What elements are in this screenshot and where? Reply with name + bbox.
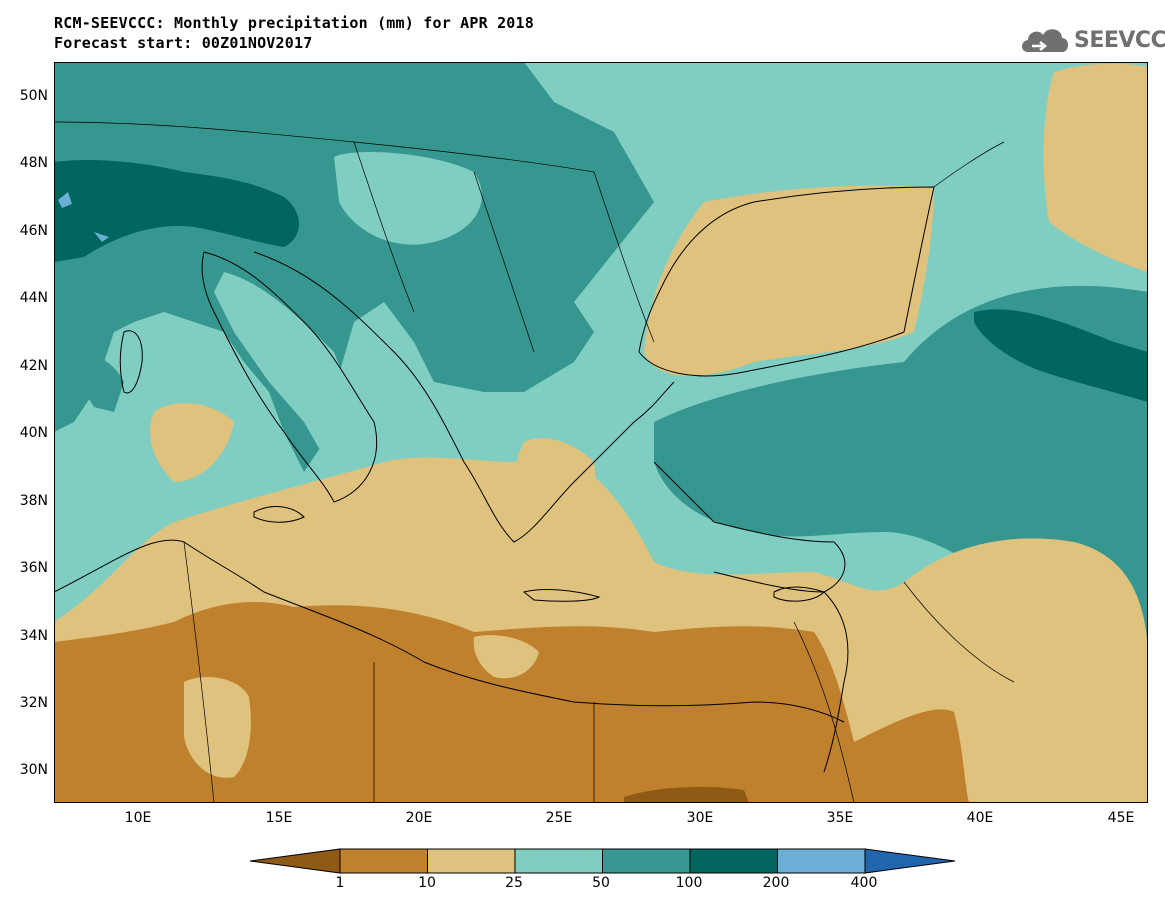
contour-1-10-libya: [54, 602, 969, 803]
colorbar-label: 200: [762, 875, 790, 891]
contour-10-25-caspian: [1043, 63, 1148, 272]
lon-label: 20E: [405, 810, 433, 826]
contour-below-1: [624, 786, 749, 803]
colorbar-cell: [514, 848, 603, 874]
colorbar-label: 100: [675, 875, 703, 891]
colorbar-cell: [427, 848, 516, 874]
contour-10-25-sardinia: [150, 403, 234, 482]
cloud-icon: [1022, 29, 1068, 52]
colorbar-cell: [339, 848, 428, 874]
country-borders: [54, 121, 1015, 803]
colorbar-cell: [249, 848, 341, 874]
contour-100-200-alps: [54, 160, 299, 262]
title-line-2: Forecast start: 00Z01NOV2017: [54, 34, 313, 52]
lat-label: 44N: [19, 290, 48, 306]
coastline-turkey: [653, 461, 846, 593]
precipitation-map: [54, 62, 1148, 803]
lat-label: 32N: [19, 695, 48, 711]
colorbar-cell: [602, 848, 691, 874]
coastline-levant: [823, 591, 849, 773]
colorbar-cell: [689, 848, 778, 874]
lon-label: 30E: [686, 810, 714, 826]
coastline-adriatic-italy: [201, 251, 378, 503]
lat-label: 46N: [19, 223, 48, 239]
colorbar-label: 1: [335, 875, 345, 891]
colorbar: [249, 848, 956, 874]
contour-100-200-caucasus: [974, 309, 1148, 402]
lon-label: 25E: [545, 810, 573, 826]
colorbar-label: 10: [418, 875, 436, 891]
contour-50-100-alps: [334, 152, 482, 245]
lat-label: 50N: [19, 88, 48, 104]
lon-label: 40E: [966, 810, 994, 826]
colorbar-svg: [249, 848, 956, 874]
coastline-black-sea: [638, 186, 935, 377]
seevccc-logo: SEEVCCC: [1018, 22, 1165, 58]
colorbar-label: 400: [850, 875, 878, 891]
contour-10-25-aegean: [512, 438, 596, 563]
lat-label: 30N: [19, 762, 48, 778]
lon-label: 45E: [1107, 810, 1135, 826]
contour-1-10-libya: [184, 677, 251, 778]
lat-label: 34N: [19, 628, 48, 644]
logo-text: SEEVCCC: [1074, 28, 1165, 53]
contour-1-10-libya: [473, 635, 539, 679]
title-line-1: RCM-SEEVCCC: Monthly precipitation (mm) …: [54, 14, 534, 32]
lat-label: 38N: [19, 493, 48, 509]
coastline-north-africa: [54, 539, 845, 723]
lat-label: 42N: [19, 358, 48, 374]
contour-200-400-alps: [58, 192, 109, 242]
coastline-crete: [522, 589, 601, 602]
contour-50-100-alps: [54, 62, 654, 472]
coastline-sardinia: [119, 330, 143, 394]
lon-label: 10E: [124, 810, 152, 826]
contour-10-25-black-sea: [644, 185, 934, 376]
coastlines: [54, 121, 1015, 803]
coastline-cyprus: [773, 586, 825, 602]
lat-label: 36N: [19, 560, 48, 576]
lon-label: 15E: [265, 810, 293, 826]
colorbar-cell: [864, 848, 956, 874]
lon-label: 35E: [826, 810, 854, 826]
coastline-balkans: [253, 251, 675, 543]
colorbar-label: 50: [592, 875, 610, 891]
map-title: RCM-SEEVCCC: Monthly precipitation (mm) …: [54, 13, 534, 53]
colorbar-label: 25: [505, 875, 523, 891]
contour-50-100-italy: [214, 272, 354, 457]
coastline-sicily: [253, 506, 305, 523]
lat-label: 40N: [19, 425, 48, 441]
colorbar-cell: [777, 848, 866, 874]
lat-label: 48N: [19, 155, 48, 171]
precipitation-contours: [54, 62, 1148, 803]
contour-50-100-libya-coast: [79, 352, 124, 412]
